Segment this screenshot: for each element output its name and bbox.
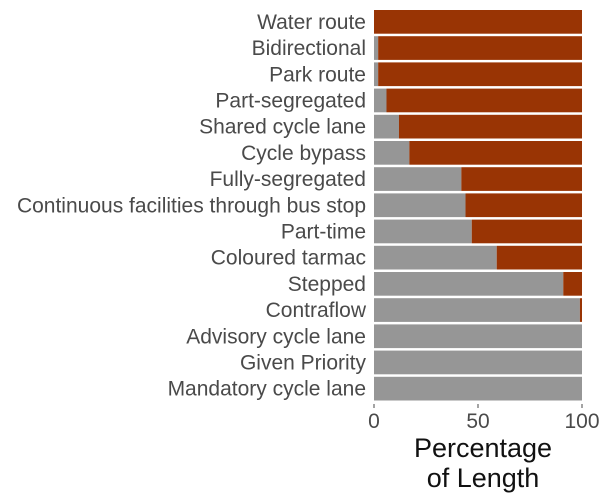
bar-segment-1-row-6 bbox=[374, 141, 410, 165]
x-tick-label: 50 bbox=[466, 410, 489, 433]
bar-segment-1-row-12 bbox=[374, 298, 580, 322]
category-label: Part-segregated bbox=[215, 89, 366, 112]
category-label: Water route bbox=[257, 11, 366, 34]
x-tick-label: 100 bbox=[564, 410, 599, 433]
x-axis-title-line-2: of Length bbox=[427, 463, 540, 493]
category-label: Part-time bbox=[281, 220, 366, 243]
bar-segment-2-row-1 bbox=[374, 10, 582, 34]
category-label: Fully-segregated bbox=[210, 168, 366, 191]
bar-segment-2-row-9 bbox=[471, 219, 582, 244]
bar-segment-1-row-7 bbox=[374, 167, 462, 191]
x-axis-title-line-1: Percentage bbox=[414, 433, 552, 463]
category-label: Shared cycle lane bbox=[199, 116, 366, 139]
x-tick-label: 0 bbox=[368, 410, 380, 433]
category-label: Contraflow bbox=[266, 299, 367, 322]
category-label: Advisory cycle lane bbox=[186, 325, 366, 348]
category-label: Park route bbox=[269, 63, 366, 86]
bar-segment-1-row-4 bbox=[374, 88, 387, 113]
bar-segment-2-row-12 bbox=[579, 298, 582, 322]
bars-group bbox=[374, 10, 582, 401]
bar-segment-2-row-7 bbox=[461, 167, 582, 191]
bar-segment-1-row-10 bbox=[374, 245, 497, 270]
bar-segment-2-row-3 bbox=[378, 62, 582, 87]
bar-segment-2-row-6 bbox=[409, 141, 582, 165]
bar-segment-1-row-2 bbox=[374, 36, 379, 60]
bar-segment-2-row-8 bbox=[465, 193, 582, 218]
category-label: Coloured tarmac bbox=[211, 247, 366, 270]
bar-segment-1-row-14 bbox=[374, 350, 582, 375]
category-label: Stepped bbox=[288, 273, 366, 296]
bar-segment-2-row-5 bbox=[398, 114, 582, 139]
bar-segment-1-row-11 bbox=[374, 272, 564, 296]
bar-segment-1-row-8 bbox=[374, 193, 466, 218]
bar-segment-1-row-15 bbox=[374, 376, 582, 401]
category-labels: Water route Bidirectional Park route Part-s… bbox=[17, 11, 367, 401]
bar-segment-2-row-2 bbox=[378, 36, 582, 60]
bar-segment-1-row-5 bbox=[374, 114, 399, 139]
category-label: Mandatory cycle lane bbox=[168, 378, 366, 401]
category-label: Cycle bypass bbox=[241, 142, 366, 165]
bar-segment-1-row-13 bbox=[374, 324, 582, 349]
category-label: Bidirectional bbox=[252, 37, 366, 60]
x-axis: 0 50 100 bbox=[368, 404, 600, 433]
category-label: Continuous facilities through bus stop bbox=[17, 194, 366, 217]
bar-segment-2-row-4 bbox=[386, 88, 582, 113]
bar-segment-2-row-11 bbox=[563, 272, 582, 296]
category-label: Given Priority bbox=[240, 351, 367, 374]
bar-segment-2-row-10 bbox=[496, 245, 582, 270]
bar-segment-1-row-9 bbox=[374, 219, 472, 244]
bar-segment-1-row-3 bbox=[374, 62, 379, 87]
